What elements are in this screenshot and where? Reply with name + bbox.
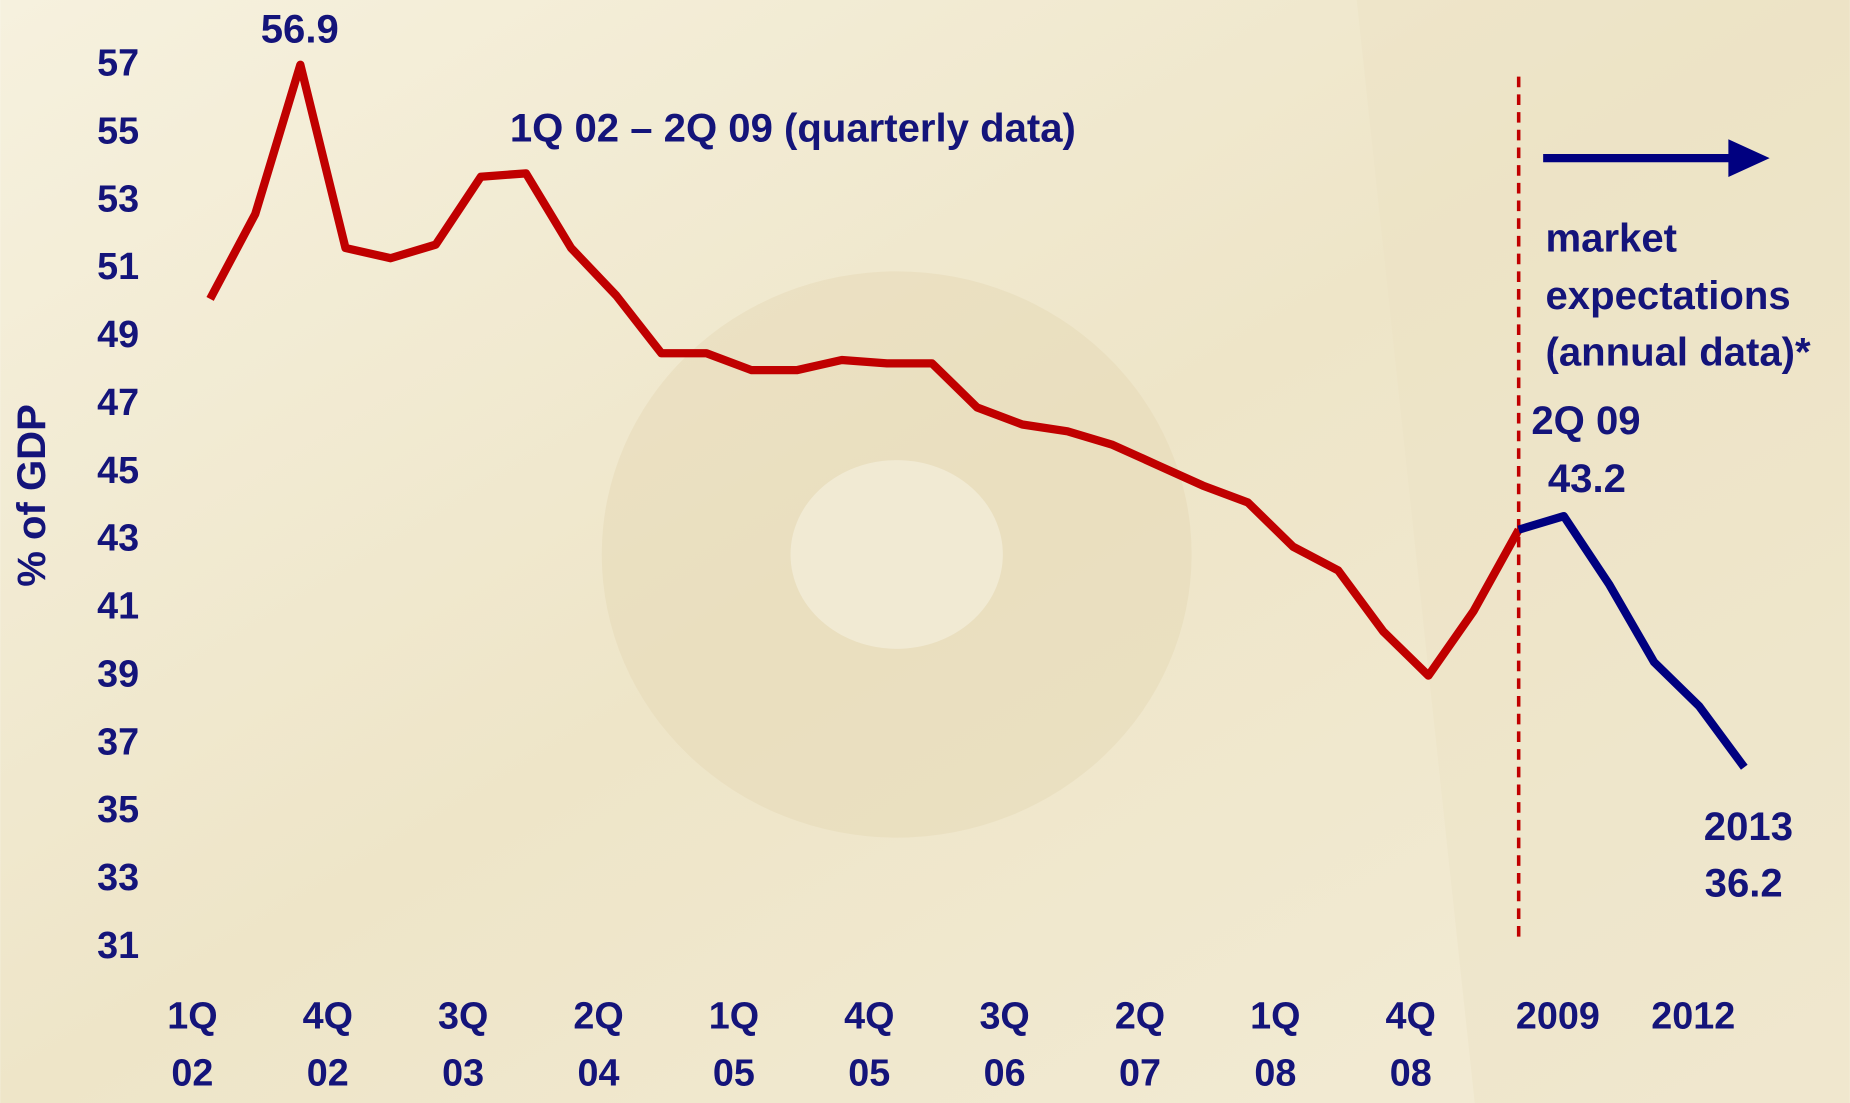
y-tick-label: 47 bbox=[97, 381, 139, 423]
page: {"chart_data": { "type": "line", "y_labe… bbox=[0, 0, 1850, 1103]
x-tick-label: 2012 bbox=[1651, 995, 1735, 1037]
y-tick-label: 51 bbox=[97, 245, 139, 287]
x-tick-label: 2009 bbox=[1516, 995, 1600, 1037]
y-tick-label: 53 bbox=[97, 177, 139, 219]
annotation: market bbox=[1546, 216, 1678, 260]
annotation: 2013 bbox=[1704, 805, 1793, 849]
y-tick-label: 55 bbox=[97, 109, 139, 151]
y-tick-label: 35 bbox=[97, 788, 139, 830]
annotation: 2Q 09 bbox=[1531, 399, 1640, 443]
annotation: 36.2 bbox=[1705, 862, 1783, 906]
annotation: (annual data)* bbox=[1546, 331, 1811, 375]
y-tick-label: 49 bbox=[97, 313, 139, 355]
y-tick-label: 37 bbox=[97, 720, 139, 762]
y-tick-label: 45 bbox=[97, 449, 139, 491]
y-tick-label: 33 bbox=[97, 856, 139, 898]
y-tick-label: 41 bbox=[97, 585, 139, 627]
annotation: 56.9 bbox=[261, 7, 339, 51]
chart: % of GDP 31333537394143454749515355571Q0… bbox=[0, 0, 1850, 1103]
y-axis-label: % of GDP bbox=[10, 404, 54, 587]
annotation: 1Q 02 – 2Q 09 (quarterly data) bbox=[510, 107, 1076, 151]
y-tick-label: 43 bbox=[97, 517, 139, 559]
watermark bbox=[791, 460, 1003, 649]
y-tick-label: 57 bbox=[97, 41, 139, 83]
annotation: 43.2 bbox=[1548, 457, 1626, 501]
y-tick-label: 31 bbox=[97, 924, 139, 966]
y-tick-label: 39 bbox=[97, 652, 139, 694]
annotation: expectations bbox=[1546, 274, 1791, 318]
